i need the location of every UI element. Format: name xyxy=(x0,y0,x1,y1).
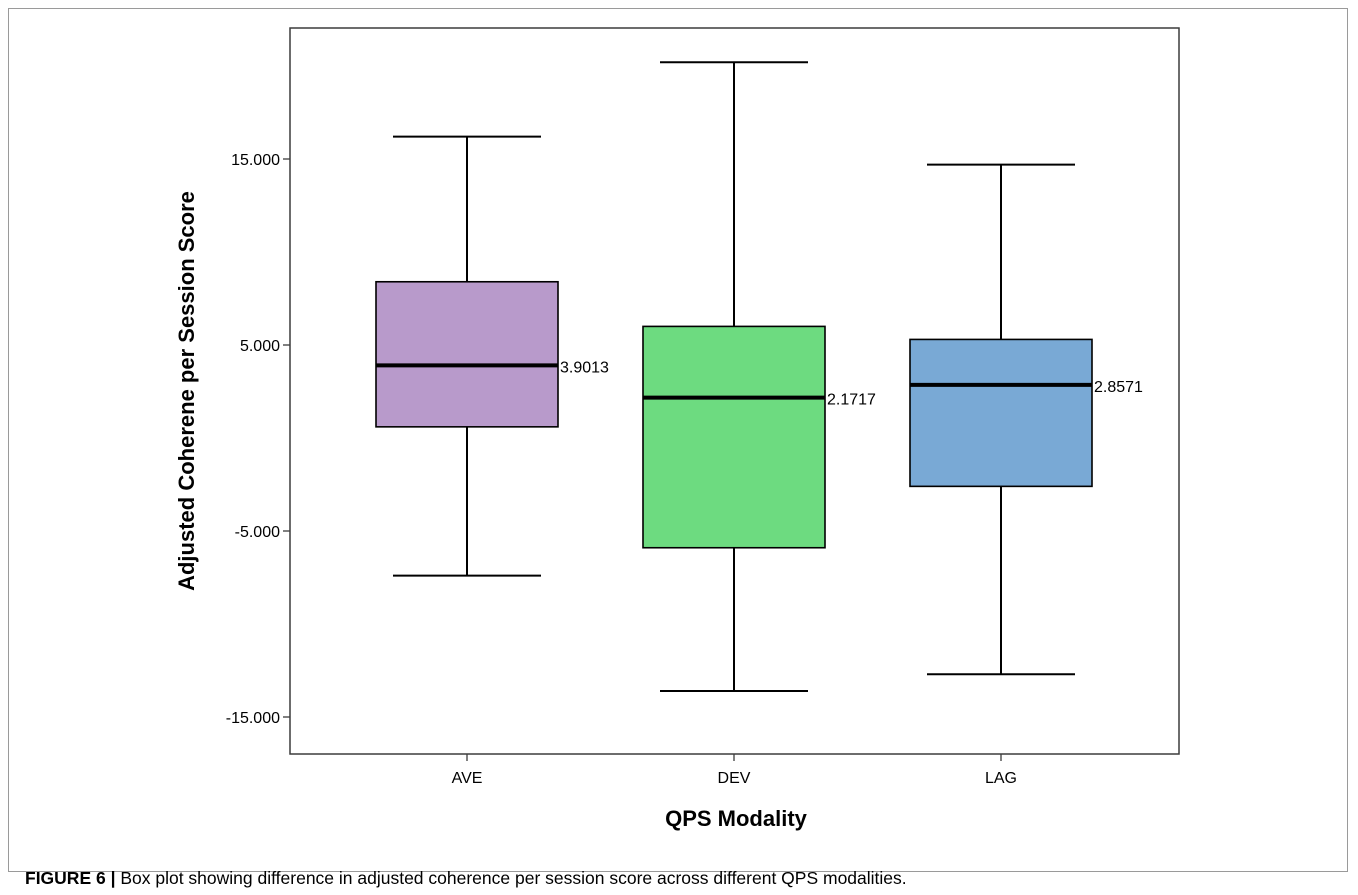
figure-caption: FIGURE 6 | Box plot showing difference i… xyxy=(25,868,907,889)
y-axis-title: Adjusted Coherene per Session Score xyxy=(174,191,199,591)
y-tick-label: -15.000 xyxy=(226,710,280,727)
x-tick-label-ave: AVE xyxy=(452,770,483,787)
y-tick-label: 5.000 xyxy=(240,338,280,355)
x-axis-title: QPS Modality xyxy=(665,806,808,831)
y-tick-label: -5.000 xyxy=(235,524,280,541)
figure-label: FIGURE 6 | xyxy=(25,868,115,888)
median-label-ave: 3.9013 xyxy=(560,359,609,376)
y-tick-label: 15.000 xyxy=(231,152,280,169)
median-label-lag: 2.8571 xyxy=(1094,379,1143,396)
box-dev xyxy=(643,326,825,547)
x-tick-label-dev: DEV xyxy=(718,770,751,787)
x-tick-label-lag: LAG xyxy=(985,770,1017,787)
caption-text: Box plot showing difference in adjusted … xyxy=(115,868,906,888)
box-lag xyxy=(910,339,1092,486)
box-ave xyxy=(376,282,558,427)
median-label-dev: 2.1717 xyxy=(827,392,876,409)
